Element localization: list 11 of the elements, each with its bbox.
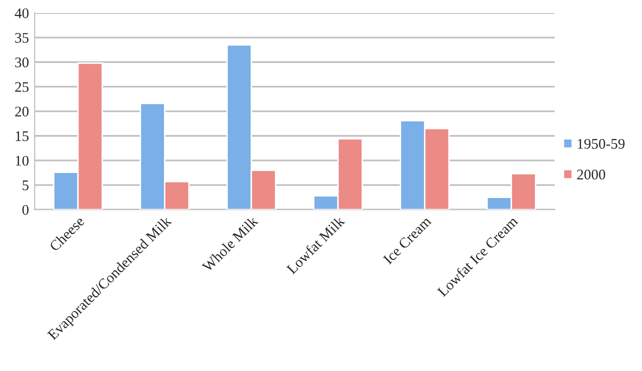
y-tick-label: 15 (16, 131, 29, 142)
legend-label: 2000 (577, 170, 606, 180)
y-tick-label: 30 (15, 58, 29, 68)
y-tick-label: 10 (16, 156, 29, 166)
y-tick-label: 25 (15, 82, 29, 92)
y-tick-label: 5 (22, 180, 29, 190)
y-tick-label: 20 (15, 106, 29, 117)
y-tick-label: 0 (22, 204, 29, 215)
legend-label: 1950-59 (578, 138, 625, 149)
y-tick-label: 40 (14, 8, 29, 18)
y-tick-label: 35 (15, 32, 29, 43)
